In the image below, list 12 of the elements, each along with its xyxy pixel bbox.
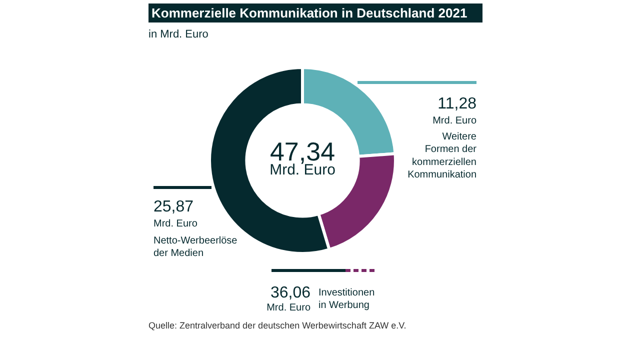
text: Mrd. Euro — [154, 218, 198, 230]
chart-subtitle: in Mrd. Euro — [148, 28, 208, 40]
data-label: 11,28 — [438, 96, 477, 112]
slice-label: Weitere Formen der kommerziellen Kommunikation — [408, 132, 478, 180]
chart-title: Kommerzielle Kommunikation in Deutschland 2021 — [152, 6, 468, 20]
text: 36,06 — [270, 284, 311, 302]
data-label: 25,87 — [154, 198, 194, 216]
text: Mrd. Euro — [432, 116, 477, 126]
text: Investitionen in Werbung — [318, 288, 375, 312]
source-note: Quelle: Zentralverband der deutschen Werbewirtschaft ZAW e.V. — [148, 320, 406, 330]
slice-label: Netto-Werbeerlöse der Medien — [154, 236, 238, 260]
text: Mrd. Euro — [266, 302, 311, 314]
